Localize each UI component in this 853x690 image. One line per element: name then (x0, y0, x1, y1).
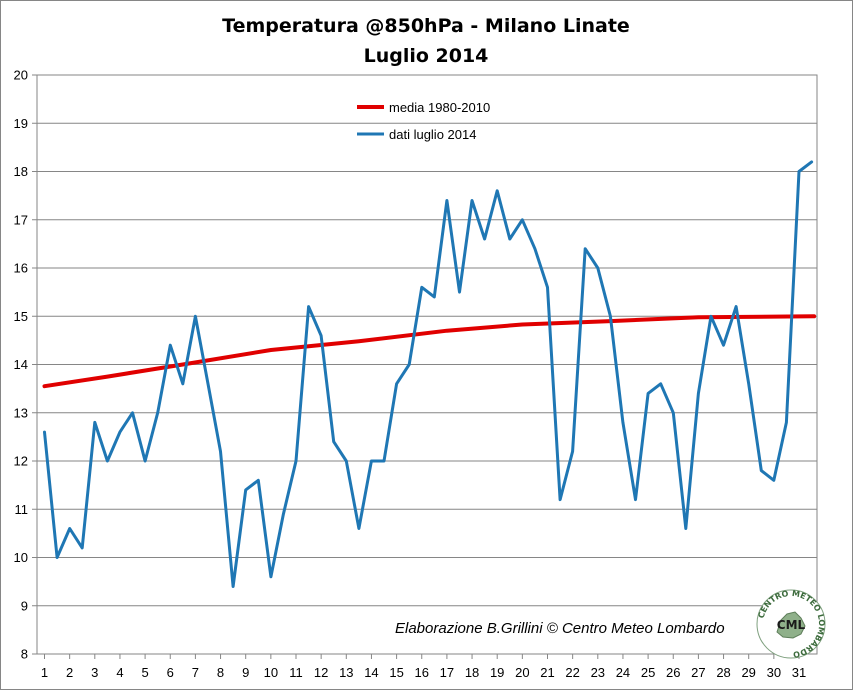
y-tick-label: 18 (14, 164, 28, 179)
chart-title: Temperatura @850hPa - Milano Linate (222, 15, 630, 37)
x-tick-label: 8 (217, 665, 224, 680)
y-tick-label: 16 (14, 261, 28, 276)
legend: media 1980-2010 dati luglio 2014 (357, 100, 490, 142)
y-tick-label: 8 (21, 647, 28, 662)
y-tick-label: 10 (14, 550, 28, 565)
x-tick-label: 3 (91, 665, 98, 680)
x-tick-label: 21 (540, 665, 554, 680)
x-tick-label: 2 (66, 665, 73, 680)
x-tick-label: 31 (792, 665, 806, 680)
y-axis-ticks: 8 9 10 11 12 13 14 15 16 17 18 19 20 (14, 68, 37, 662)
x-tick-label: 12 (314, 665, 328, 680)
x-tick-label: 20 (515, 665, 529, 680)
series-lines (42, 160, 817, 588)
x-tick-label: 24 (616, 665, 630, 680)
y-tick-label: 20 (14, 68, 28, 83)
legend-label-media: media 1980-2010 (389, 100, 490, 115)
x-tick-label: 25 (641, 665, 655, 680)
x-tick-label: 18 (465, 665, 479, 680)
y-tick-label: 17 (14, 212, 28, 227)
x-tick-label: 29 (741, 665, 755, 680)
x-tick-label: 27 (691, 665, 705, 680)
x-tick-label: 26 (666, 665, 680, 680)
x-tick-label: 10 (264, 665, 278, 680)
y-tick-label: 15 (14, 309, 28, 324)
series-line-dati (43, 160, 814, 588)
x-tick-label: 11 (289, 665, 303, 680)
x-tick-label: 17 (440, 665, 454, 680)
y-tick-label: 14 (14, 357, 28, 372)
x-tick-label: 9 (242, 665, 249, 680)
x-tick-label: 1 (41, 665, 48, 680)
y-tick-label: 13 (14, 405, 28, 420)
x-tick-label: 15 (389, 665, 403, 680)
chart-subtitle: Luglio 2014 (364, 45, 489, 67)
x-tick-label: 13 (339, 665, 353, 680)
x-tick-label: 23 (591, 665, 605, 680)
x-tick-label: 16 (415, 665, 429, 680)
x-tick-label: 6 (167, 665, 174, 680)
x-tick-label: 19 (490, 665, 504, 680)
credit-annotation: Elaborazione B.Grillini © Centro Meteo L… (395, 620, 725, 637)
series-line-media (42, 314, 817, 389)
x-tick-label: 4 (116, 665, 123, 680)
x-tick-label: 14 (364, 665, 378, 680)
x-tick-label: 5 (141, 665, 148, 680)
x-tick-label: 22 (565, 665, 579, 680)
y-tick-label: 11 (15, 502, 29, 517)
x-tick-label: 7 (192, 665, 199, 680)
y-tick-label: 9 (21, 598, 28, 613)
y-tick-label: 12 (14, 454, 28, 469)
y-tick-label: 19 (14, 116, 28, 131)
cml-logo: CENTRO METEO LOMBARDO CML (756, 589, 826, 659)
x-tick-label: 30 (767, 665, 781, 680)
legend-label-dati: dati luglio 2014 (389, 127, 476, 142)
x-axis-ticks: 1 2 3 4 5 6 7 8 9 10 11 12 13 14 15 16 17 18 19 20 21 22 23 24 2… (41, 654, 806, 680)
x-tick-label: 28 (716, 665, 730, 680)
logo-center-text: CML (777, 618, 806, 632)
